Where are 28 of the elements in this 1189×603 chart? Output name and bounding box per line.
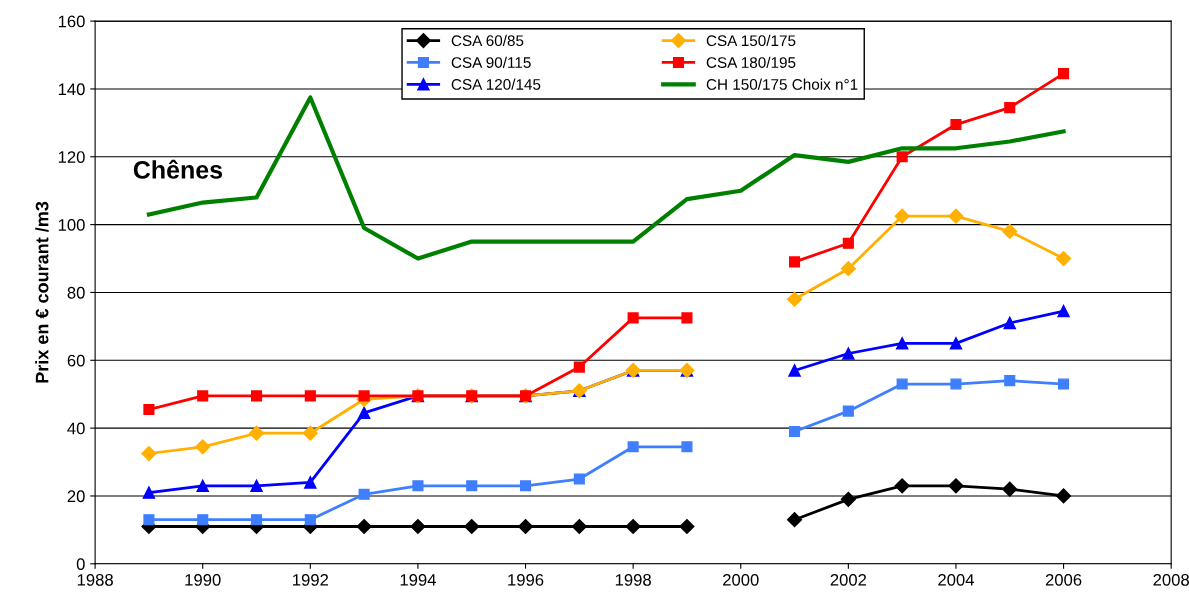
x-tick-label: 2006 bbox=[1045, 573, 1082, 586]
x-tick-label: 2008 bbox=[1153, 573, 1189, 586]
y-tick-label: 100 bbox=[58, 219, 85, 231]
x-tick-label: 1990 bbox=[185, 573, 221, 586]
x-tick-label: 1996 bbox=[508, 573, 544, 586]
x-tick-label: 2002 bbox=[830, 573, 867, 586]
legend-label: CH 150/175 Choix n°1 bbox=[706, 78, 858, 90]
y-axis-title: Prix en € courant /m3 bbox=[35, 201, 49, 383]
annotation: Chênes bbox=[133, 159, 223, 179]
legend-label: CSA 60/85 bbox=[451, 34, 524, 47]
y-tick-label: 140 bbox=[58, 83, 85, 96]
legend-label: CSA 120/145 bbox=[451, 78, 541, 90]
x-tick-label: 1992 bbox=[293, 573, 329, 586]
x-tick-label: 1988 bbox=[77, 573, 113, 586]
y-tick-label: 60 bbox=[67, 354, 85, 367]
x-tick-label: 2004 bbox=[938, 573, 975, 586]
legend-label: CSA 90/115 bbox=[451, 56, 531, 68]
y-tick-label: 20 bbox=[67, 490, 85, 503]
y-tick-label: 80 bbox=[67, 286, 85, 299]
y-tick-label: 0 bbox=[76, 558, 85, 571]
y-tick-label: 160 bbox=[58, 15, 85, 28]
y-tick-label: 40 bbox=[67, 422, 85, 435]
legend-label: CSA 180/195 bbox=[706, 56, 796, 68]
x-tick-label: 1998 bbox=[615, 573, 651, 586]
x-tick-label: 2000 bbox=[723, 573, 759, 586]
y-tick-label: 120 bbox=[58, 151, 85, 163]
x-tick-label: 1994 bbox=[400, 573, 436, 586]
legend-label: CSA 150/175 bbox=[706, 34, 796, 47]
